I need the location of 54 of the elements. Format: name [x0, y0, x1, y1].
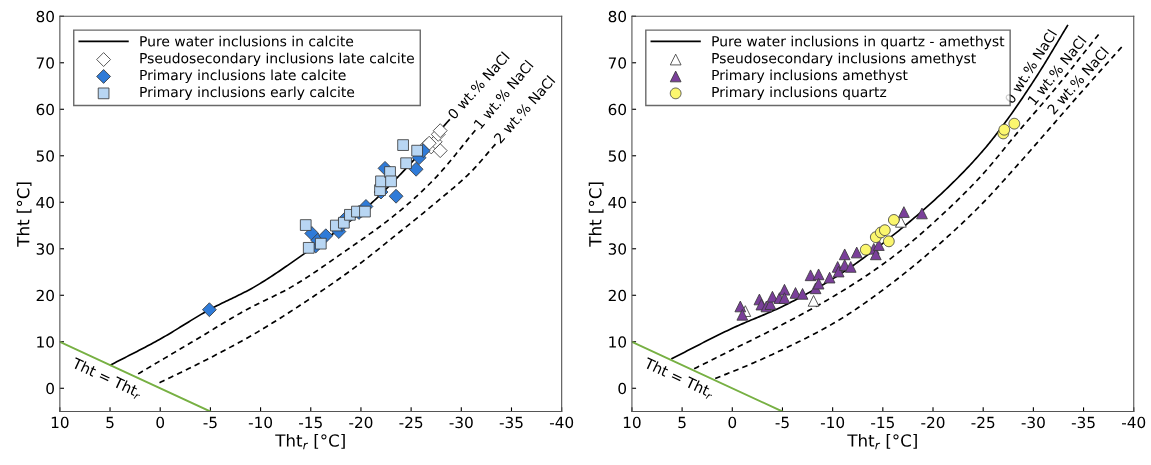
- x-tick-label: -40: [1122, 416, 1146, 429]
- x-tick-label: 5: [106, 416, 114, 429]
- x-tick-label: -20: [349, 416, 373, 429]
- y-tick-label: 20: [608, 289, 627, 302]
- legend-label: Primary inclusions quartz: [712, 86, 887, 100]
- y-tick-label: 40: [36, 196, 54, 209]
- x-tick-label: -30: [449, 416, 473, 429]
- x-tick-label: -20: [921, 416, 945, 429]
- y-tick-label: 50: [36, 150, 54, 162]
- x-tick-label: -25: [971, 416, 995, 429]
- x-tick-label: -35: [499, 416, 523, 429]
- y-tick-label: 0: [46, 382, 54, 395]
- x-tick-label: -10: [820, 416, 845, 429]
- y-tick-label: 70: [608, 57, 627, 69]
- y-tick-label: 30: [608, 243, 627, 255]
- x-tick-label: 5: [678, 416, 686, 429]
- annotation: Tht = Tht$_{r}$: [70, 356, 144, 401]
- y-tick-label: 50: [608, 150, 627, 162]
- y-tick-label: 80: [608, 10, 627, 23]
- x-tick-label: 10: [623, 416, 641, 429]
- y-tick-label: 40: [608, 196, 627, 209]
- y-tick-label: 30: [36, 243, 54, 255]
- y-axis-title: Tht [°C]: [588, 182, 604, 247]
- legend-label: Primary inclusions early calcite: [140, 86, 355, 100]
- x-tick-label: 0: [156, 416, 165, 429]
- legend-label: Primary inclusions late calcite: [140, 69, 346, 83]
- x-tick-label: -15: [871, 416, 894, 429]
- x-tick-label: -25: [399, 416, 423, 429]
- y-tick-label: 80: [36, 10, 54, 23]
- x-tick-label: -30: [1021, 416, 1045, 429]
- x-tick-label: -15: [299, 416, 322, 429]
- x-tick-label: -10: [248, 416, 273, 429]
- y-tick-label: 60: [36, 103, 54, 116]
- legend-label: Pure water inclusions in quartz - amethyst: [712, 35, 1005, 50]
- x-tick-label: 10: [51, 416, 69, 429]
- y-tick-label: 0: [618, 382, 627, 395]
- y-tick-label: 10: [37, 336, 54, 348]
- annotation: Tht = Tht$_{r}$: [642, 356, 716, 401]
- legend-label: Primary inclusions amethyst: [712, 69, 908, 83]
- x-axis-title: Tht$_{r}$ [°C]: [275, 433, 345, 450]
- x-tick-label: -5: [775, 416, 789, 429]
- legend-label: Pure water inclusions in calcite: [140, 35, 354, 47]
- y-tick-label: 20: [36, 289, 54, 302]
- x-axis-title: Tht$_{r}$ [°C]: [847, 433, 917, 450]
- y-tick-label: 60: [608, 103, 627, 116]
- legend-label: Pseudosecondary inclusions late calcite: [140, 52, 414, 67]
- y-tick-label: 70: [36, 57, 54, 69]
- x-tick-label: 0: [728, 416, 737, 429]
- legend-label: Pseudosecondary inclusions amethyst: [712, 52, 976, 67]
- y-tick-label: 10: [609, 336, 627, 348]
- y-axis-title: Tht [°C]: [16, 182, 32, 247]
- x-tick-label: -40: [549, 416, 574, 429]
- x-tick-label: -5: [203, 416, 217, 429]
- x-tick-label: -35: [1071, 416, 1095, 429]
